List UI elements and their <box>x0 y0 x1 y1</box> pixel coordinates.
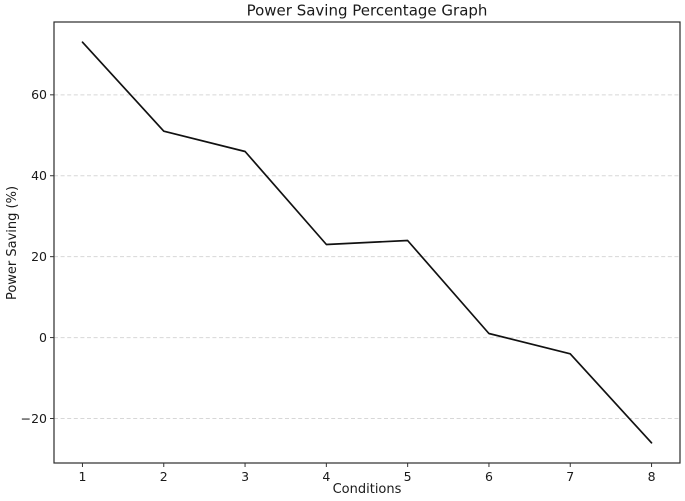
x-tick-label: 7 <box>566 469 574 484</box>
data-series <box>81 41 653 444</box>
gridlines <box>54 94 680 419</box>
x-tick-label: 4 <box>322 469 330 484</box>
tick-marks <box>50 94 653 467</box>
x-tick-label: 2 <box>160 469 168 484</box>
tick-labels: −20 0 20 40 60 1 2 3 4 5 6 7 8 <box>21 87 656 484</box>
y-tick-label: 40 <box>31 168 47 183</box>
x-tick-label: 1 <box>78 469 86 484</box>
x-tick-label: 3 <box>241 469 249 484</box>
x-tick-label: 5 <box>404 469 412 484</box>
plot-frame <box>53 21 681 464</box>
data-line <box>81 41 653 444</box>
y-tick-label: −20 <box>21 411 47 426</box>
x-axis-label: Conditions <box>333 482 402 497</box>
y-tick-label: 0 <box>39 330 47 345</box>
x-tick-label: 8 <box>648 469 656 484</box>
y-axis-label: Power Saving (%) <box>5 186 20 300</box>
y-tick-label: 60 <box>31 87 47 102</box>
chart-title: Power Saving Percentage Graph <box>247 2 488 20</box>
x-tick-label: 6 <box>485 469 493 484</box>
y-tick-label: 20 <box>31 249 47 264</box>
